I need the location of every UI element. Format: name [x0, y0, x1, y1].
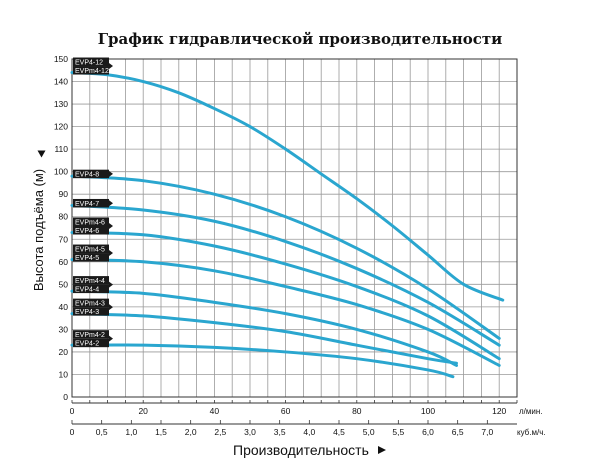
plot-frame — [71, 58, 518, 398]
x-tick-label-secondary: 3,5 — [274, 427, 286, 437]
series-label: EVPm4-6 — [75, 220, 105, 227]
x-tick-label-secondary: 2,5 — [214, 427, 226, 437]
x-tick-label-secondary: 2,0 — [185, 427, 197, 437]
tick-labels: 0 10 20 30 40 50 60 70 80 90 100 110 120 130 140 150 0 20… — [54, 54, 507, 437]
series-label-pointer — [109, 200, 113, 207]
y-axis-label: Высота подъёма (м) — [31, 169, 46, 291]
x-tick-label-secondary: 4,5 — [333, 427, 345, 437]
series-label: EVP4-6 — [75, 228, 99, 235]
y-axis-arrow-icon — [37, 150, 46, 158]
series-label: EVP4-12 — [75, 60, 103, 67]
x-tick-label-primary: 20 — [138, 406, 148, 416]
series-line — [70, 312, 458, 365]
x-unit-primary: л/мин. — [519, 407, 543, 416]
series-label: EVPm4-3 — [75, 301, 105, 308]
x-tick-label-primary: 40 — [210, 406, 220, 416]
x-tick-label-secondary: 3,0 — [244, 427, 256, 437]
y-tick-label: 50 — [59, 279, 69, 289]
x-tick-label-secondary: 0,5 — [96, 427, 108, 437]
y-tick-label: 130 — [54, 99, 68, 109]
y-tick-label: 120 — [54, 122, 68, 132]
series-label: EVPm4-12 — [75, 68, 109, 75]
x-tick-label-secondary: 0 — [70, 427, 75, 437]
series-label-bg — [73, 169, 109, 179]
y-tick-label: 70 — [59, 234, 69, 244]
x-tick-label-secondary: 1,0 — [125, 427, 137, 437]
x-tick-label-primary: 60 — [281, 406, 291, 416]
series-label-bg — [73, 298, 109, 308]
x-tick-label-primary: 0 — [70, 406, 75, 416]
x-tick-label-secondary: 1,5 — [155, 427, 167, 437]
x-tick-label-primary: 100 — [421, 406, 435, 416]
series-label-pointer — [109, 304, 113, 311]
series-label-bg — [73, 66, 109, 75]
x-tick-label-secondary: 6,5 — [452, 427, 464, 437]
series-label-pointer — [109, 63, 113, 70]
series-label-bg — [73, 330, 109, 339]
y-tick-label: 0 — [63, 392, 68, 402]
y-tick-label: 60 — [59, 257, 69, 267]
series-label-bg — [73, 198, 109, 208]
y-tick-label: 150 — [54, 54, 68, 64]
x-axis-label: Производительность — [233, 442, 369, 458]
y-tick-label: 100 — [54, 167, 68, 177]
series-line — [70, 258, 501, 367]
series-label-bg — [73, 253, 109, 262]
series-label-bg — [73, 307, 109, 316]
x-tick-label-primary: 120 — [492, 406, 506, 416]
y-tick-label: 90 — [59, 189, 69, 199]
y-tick-label: 40 — [59, 302, 69, 312]
x-tick-label-secondary: 6,0 — [422, 427, 434, 437]
series-line — [70, 231, 501, 361]
series-label-pointer — [109, 335, 113, 342]
series-line — [70, 343, 455, 379]
series-label-bg — [73, 226, 109, 235]
y-tick-label: 10 — [59, 369, 69, 379]
series-label: EVPm4-5 — [75, 247, 105, 254]
series-label-pointer — [109, 170, 113, 177]
x-tick-label-secondary: 4,0 — [303, 427, 315, 437]
series-label: EVP4-5 — [75, 255, 99, 262]
series-label-pointer — [109, 223, 113, 230]
series-label: EVP4-3 — [75, 309, 99, 316]
series-label-bg — [73, 338, 109, 348]
series-label: EVP4-8 — [75, 172, 99, 179]
series-label-bg — [73, 244, 109, 254]
x-tick-label-secondary: 5,0 — [363, 427, 375, 437]
series-line — [70, 174, 501, 340]
series-line — [70, 203, 501, 347]
y-tick-label: 140 — [54, 77, 68, 87]
series-label-bg — [73, 57, 109, 67]
series-label: EVP4-2 — [75, 341, 99, 348]
series-label: EVPm4-2 — [75, 332, 105, 339]
x-axis-arrow-icon — [378, 446, 386, 454]
x-tick-label-secondary: 5,5 — [392, 427, 404, 437]
series-label: EVP4-7 — [75, 201, 99, 208]
series-label-pointer — [109, 281, 113, 288]
series-label-bg — [73, 284, 109, 294]
series-label-bg — [73, 276, 109, 285]
x-unit-secondary: куб.м/ч. — [517, 428, 546, 437]
series-label: EVP4-4 — [75, 287, 99, 294]
y-tick-label: 20 — [59, 347, 69, 357]
y-tick-label: 110 — [54, 144, 68, 154]
x-tick-label-primary: 80 — [352, 406, 362, 416]
x-tick-label-secondary: 7,0 — [481, 427, 493, 437]
series-line — [70, 289, 458, 367]
y-tick-label: 80 — [59, 212, 69, 222]
chart-series — [70, 71, 505, 379]
series-label-pointer — [109, 250, 113, 257]
chart-axes — [71, 58, 518, 425]
y-tick-label: 30 — [59, 324, 69, 334]
series-line — [70, 71, 505, 302]
series-label-bg — [73, 217, 109, 227]
series-label: EVPm4-4 — [75, 278, 105, 285]
chart-grid — [71, 58, 518, 398]
chart-title: График гидравлической производительности — [97, 30, 503, 48]
